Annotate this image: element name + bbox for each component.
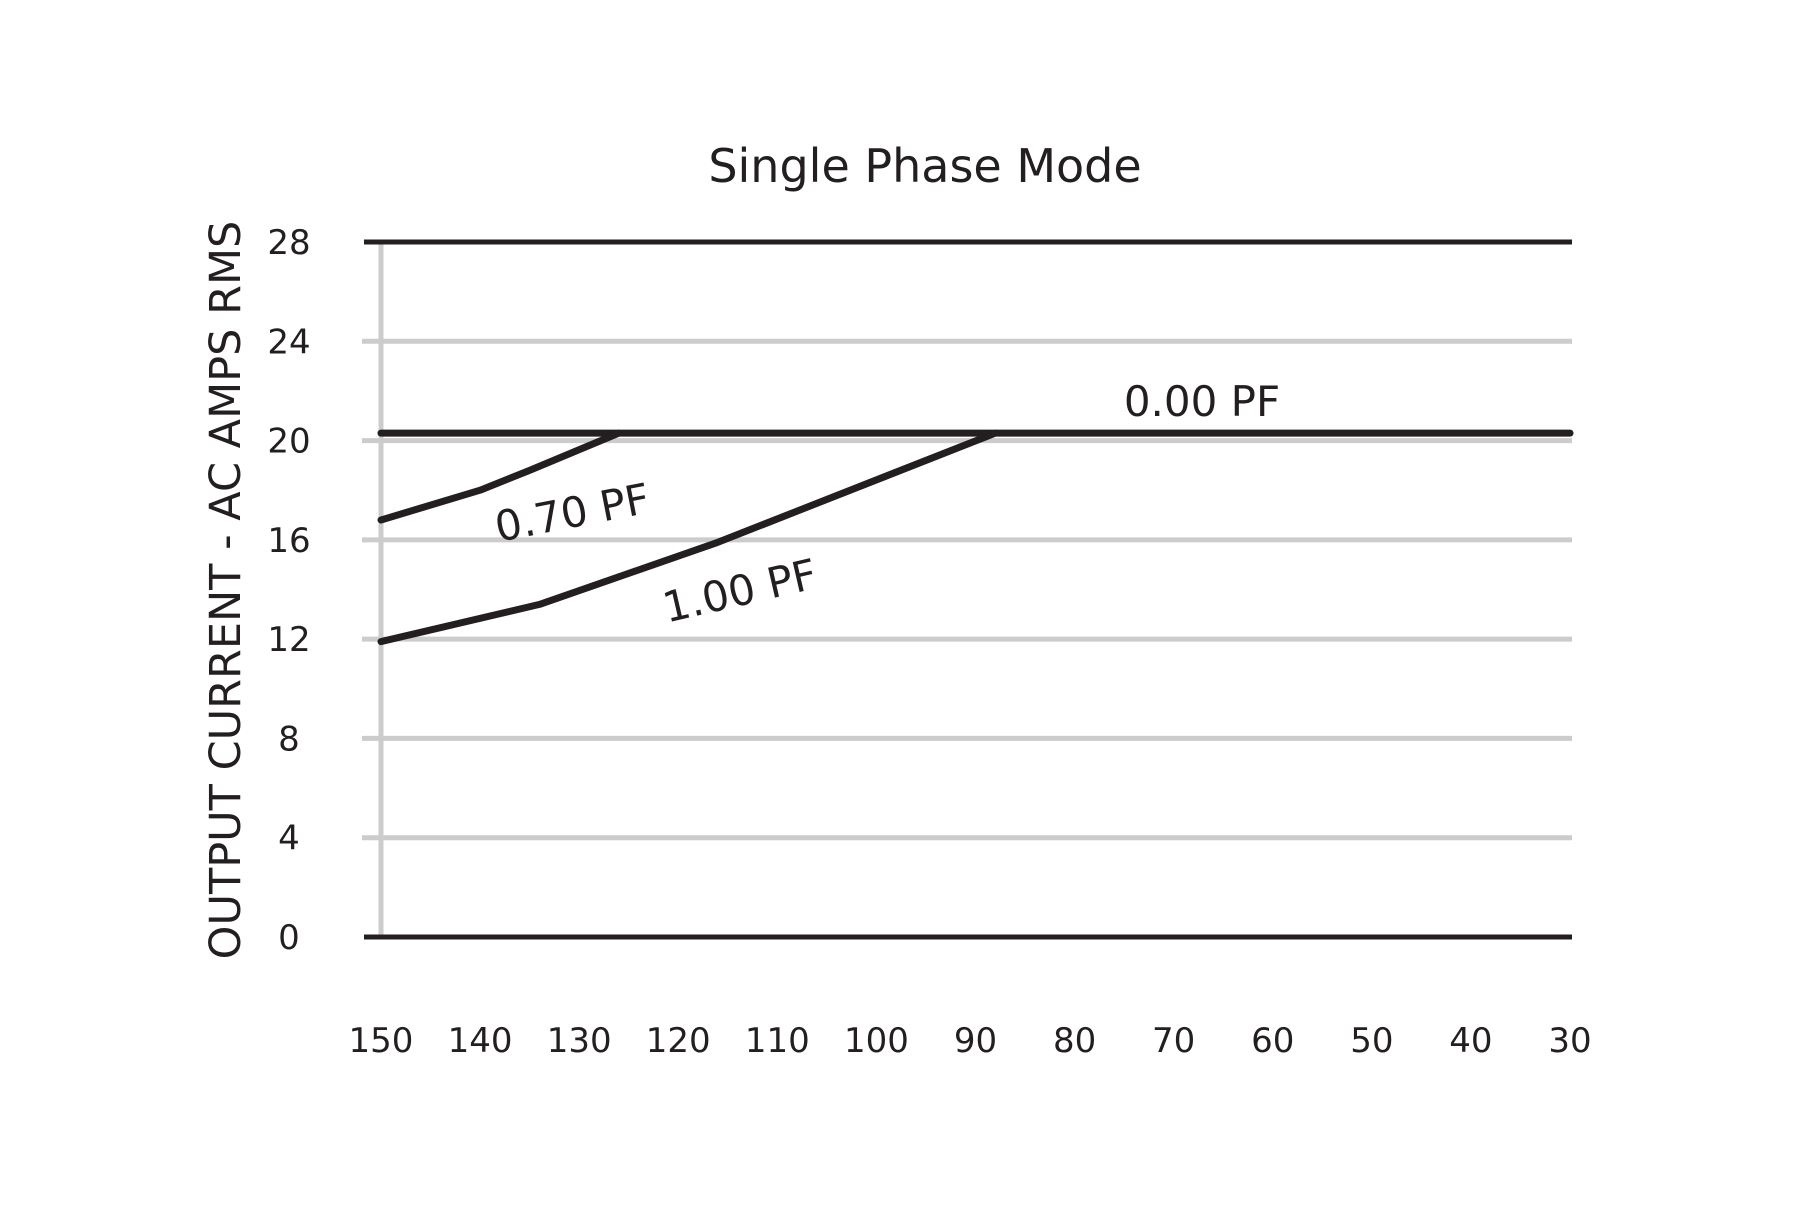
y-tick-label: 4 [278, 819, 300, 859]
x-tick-label: 80 [1053, 1021, 1096, 1061]
x-tick-label: 50 [1350, 1021, 1393, 1061]
x-tick-label: 140 [448, 1021, 513, 1061]
x-tick-label: 120 [646, 1021, 711, 1061]
x-tick-label: 90 [954, 1021, 997, 1061]
y-tick-label: 16 [267, 521, 310, 561]
x-tick-label: 30 [1548, 1021, 1591, 1061]
y-tick-label: 28 [267, 223, 310, 263]
x-tick-label: 130 [547, 1021, 612, 1061]
series-layer: 0.00 PF0.70 PF1.00 PF [377, 377, 1574, 646]
tick-layer: 0 4 8 12 16 20 24 28 150 140 130 120 110 100 90 80 70 60 5… [267, 223, 1591, 1061]
grid-layer [362, 242, 1572, 937]
series-0-00-pf-label: 0.00 PF [1124, 377, 1280, 426]
x-tick-label: 100 [844, 1021, 909, 1061]
x-tick-label: 60 [1251, 1021, 1294, 1061]
series-0-70-pf-line [377, 429, 623, 524]
y-tick-label: 24 [267, 322, 310, 362]
frame-layer [364, 239, 1572, 940]
series-1-00-pf-label: 1.00 PF [658, 549, 821, 632]
y-tick-label: 8 [278, 719, 300, 759]
x-tick-label: 70 [1152, 1021, 1195, 1061]
series-1-00-pf-line [377, 429, 999, 646]
y-tick-label: 0 [278, 918, 300, 958]
x-tick-label: 110 [745, 1021, 810, 1061]
x-tick-label: 40 [1449, 1021, 1492, 1061]
y-axis-label: OUTPUT CURRENT - AC AMPS RMS [201, 221, 251, 960]
x-tick-label: 150 [349, 1021, 414, 1061]
y-tick-label: 20 [267, 422, 310, 462]
y-tick-label: 12 [267, 620, 310, 660]
chart-title: Single Phase Mode [708, 139, 1141, 193]
